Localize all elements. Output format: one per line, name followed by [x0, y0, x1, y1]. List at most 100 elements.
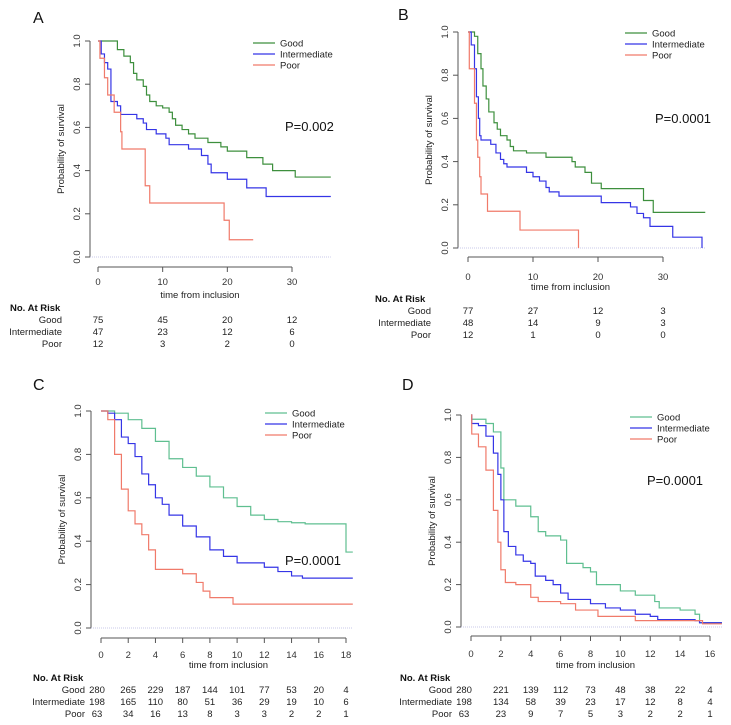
legend-label-poor: Poor: [292, 431, 312, 442]
survival-curve-intermediate: [468, 31, 703, 248]
survival-curve-poor: [98, 40, 254, 241]
risk-row-label: Good: [408, 306, 431, 317]
x-axis-label: time from inclusion: [160, 290, 239, 301]
x-tick-label: 10: [157, 277, 168, 288]
y-tick-label: 1.0: [440, 25, 451, 38]
risk-count: 20: [222, 315, 233, 326]
x-tick-label: 0: [95, 277, 100, 288]
risk-count: 20: [313, 685, 324, 696]
x-tick-label: 14: [675, 649, 686, 660]
p-value: P=0.0001: [655, 111, 711, 126]
risk-count: 29: [259, 697, 270, 708]
survival-curve-good: [471, 414, 722, 624]
x-tick-label: 8: [207, 650, 212, 661]
legend-label-good: Good: [652, 29, 675, 40]
risk-row-label: Intermediate: [32, 697, 85, 708]
risk-row-label: Good: [62, 685, 85, 696]
panel-label: C: [33, 377, 45, 394]
km-panel-a: A 0.0 0.2 0.4 0.6 0.8 1.0 Probability of surviv…: [9, 10, 334, 350]
risk-count: 144: [202, 685, 218, 696]
risk-count: 16: [150, 709, 161, 720]
legend-label-poor: Poor: [657, 435, 677, 446]
risk-count: 1: [343, 709, 348, 720]
risk-count: 7: [558, 709, 563, 720]
y-tick-label: 0.6: [443, 493, 454, 506]
survival-curve-good: [101, 410, 353, 553]
panel-label: A: [33, 10, 44, 27]
risk-count: 101: [229, 685, 245, 696]
risk-count: 22: [675, 685, 686, 696]
risk-count: 12: [287, 315, 298, 326]
risk-count: 77: [463, 306, 474, 317]
y-tick-label: 0.8: [72, 78, 83, 91]
x-tick-label: 16: [705, 649, 716, 660]
km-panel-c: C 0.0 0.2 0.4 0.6 0.8 1.0 Probability of surviv…: [32, 377, 353, 720]
risk-count: 8: [677, 697, 682, 708]
risk-count: 0: [660, 330, 665, 341]
y-tick-label: 0.0: [72, 250, 83, 263]
risk-count: 34: [123, 709, 134, 720]
risk-count: 10: [313, 697, 324, 708]
risk-row-label: Intermediate: [399, 697, 452, 708]
x-axis-label: time from inclusion: [531, 282, 610, 293]
risk-count: 6: [343, 697, 348, 708]
risk-count: 265: [120, 685, 136, 696]
x-tick-label: 14: [286, 650, 297, 661]
km-panel-d: D 0.0 0.2 0.4 0.6 0.8 1.0 Probability of surviv…: [399, 377, 722, 720]
risk-count: 17: [615, 697, 626, 708]
survival-curve-poor: [471, 414, 722, 625]
y-tick-label: 0.0: [73, 621, 84, 634]
risk-count: 8: [207, 709, 212, 720]
y-tick-label: 0.8: [443, 451, 454, 464]
x-tick-label: 6: [180, 650, 185, 661]
risk-count: 23: [496, 709, 507, 720]
risk-count: 45: [157, 315, 168, 326]
risk-count: 3: [262, 709, 267, 720]
risk-count: 53: [286, 685, 297, 696]
risk-count: 14: [528, 318, 539, 329]
y-tick-label: 1.0: [73, 404, 84, 417]
x-tick-label: 30: [287, 277, 298, 288]
risk-count: 2: [225, 339, 230, 350]
risk-row-label: Poor: [65, 709, 85, 720]
y-tick-label: 0.2: [443, 578, 454, 591]
risk-count: 12: [593, 306, 604, 317]
x-tick-label: 10: [232, 650, 243, 661]
y-tick-label: 0.4: [73, 535, 84, 548]
risk-count: 27: [528, 306, 539, 317]
x-tick-label: 4: [153, 650, 158, 661]
risk-count: 221: [493, 685, 509, 696]
survival-curve-intermediate: [471, 414, 722, 624]
risk-count: 4: [707, 697, 712, 708]
risk-count: 165: [120, 697, 136, 708]
risk-count: 0: [595, 330, 600, 341]
risk-count: 3: [660, 306, 665, 317]
risk-count: 5: [588, 709, 593, 720]
survival-curve-poor: [101, 410, 353, 605]
risk-count: 23: [585, 697, 596, 708]
y-axis-label: Probability of survival: [56, 104, 67, 194]
risk-table-title: No. At Risk: [375, 294, 426, 305]
risk-count: 4: [343, 685, 348, 696]
risk-count: 134: [493, 697, 509, 708]
risk-row-label: Intermediate: [378, 318, 431, 329]
x-tick-label: 0: [98, 650, 103, 661]
x-axis-label: time from inclusion: [189, 660, 268, 671]
risk-count: 1: [707, 709, 712, 720]
risk-count: 9: [528, 709, 533, 720]
y-tick-label: 0.2: [72, 207, 83, 220]
risk-row-label: Poor: [432, 709, 452, 720]
risk-count: 2: [648, 709, 653, 720]
survival-curve-poor: [468, 31, 580, 248]
y-tick-label: 0.4: [443, 536, 454, 549]
risk-count: 3: [618, 709, 623, 720]
risk-row-label: Good: [429, 685, 452, 696]
legend-label-intermediate: Intermediate: [652, 40, 705, 51]
risk-count: 198: [456, 697, 472, 708]
risk-count: 80: [177, 697, 188, 708]
y-tick-label: 0.4: [72, 164, 83, 177]
survival-curve-intermediate: [101, 410, 353, 579]
risk-count: 73: [585, 685, 596, 696]
risk-count: 2: [677, 709, 682, 720]
risk-count: 39: [555, 697, 566, 708]
